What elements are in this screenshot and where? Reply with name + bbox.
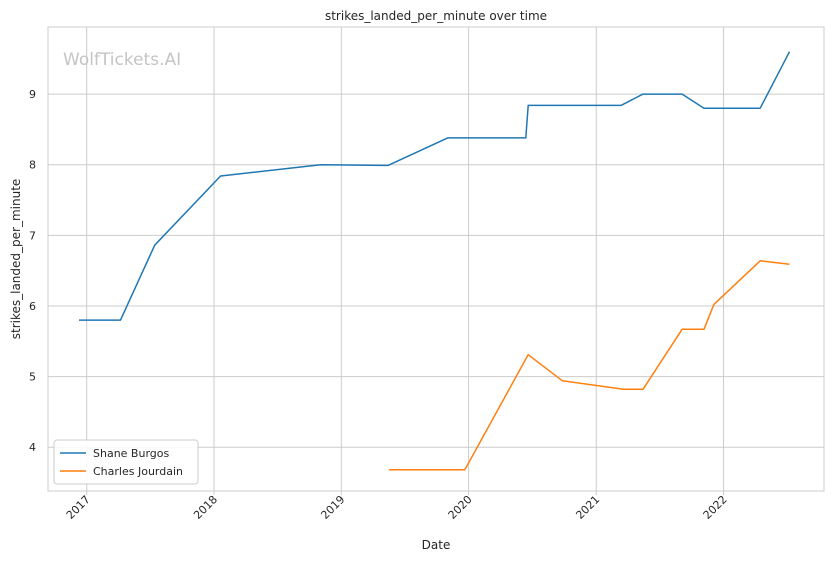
x-axis-label: Date [422,538,451,552]
legend-label-shane-burgos: Shane Burgos [93,447,169,460]
y-tick-label: 6 [29,300,36,313]
chart-title: strikes_landed_per_minute over time [325,9,547,23]
plot-frame [47,26,825,492]
y-tick-label: 8 [29,159,36,172]
y-tick-label: 9 [29,88,36,101]
y-tick-label: 5 [29,371,36,384]
legend-label-charles-jourdain: Charles Jourdain [93,465,183,478]
series-line-shane-burgos [79,51,791,321]
grid [48,27,824,491]
watermark-text: WolfTickets.AI [63,50,181,70]
y-tick-label: 7 [29,229,36,242]
series-layer [79,51,791,471]
y-axis-ticks: 4 5 6 7 8 9 [29,88,36,454]
y-axis-label: strikes_landed_per_minute [9,179,23,340]
legend-box [53,439,199,485]
legend: Shane Burgos Charles Jourdain [53,439,199,485]
y-tick-label: 4 [29,441,36,454]
series-line-charles-jourdain [389,260,790,471]
